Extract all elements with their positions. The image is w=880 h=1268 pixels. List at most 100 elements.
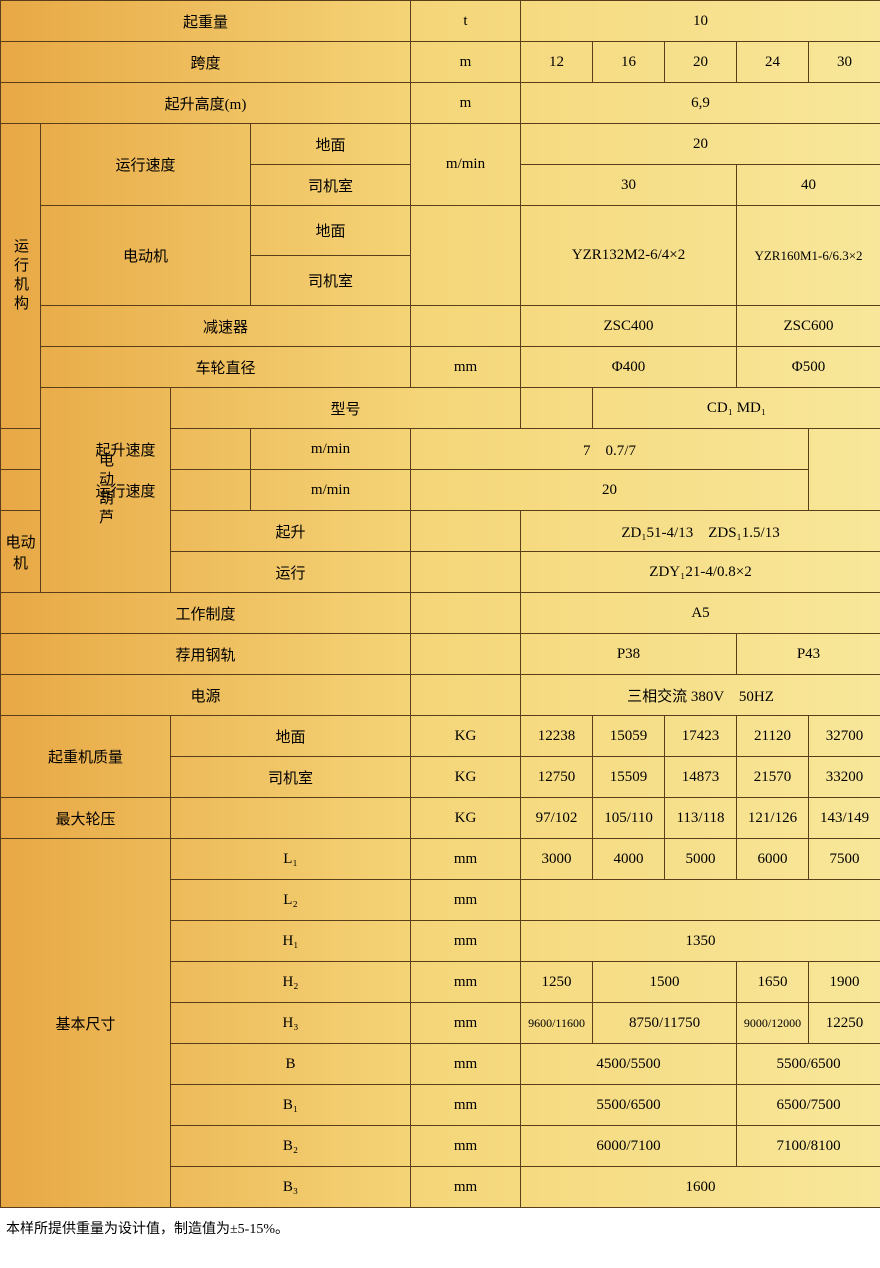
- val-motor-a: YZR132M2-6/4×2: [521, 206, 737, 306]
- row-rail: 荐用钢轨: [1, 634, 411, 675]
- dim-H3: H₃: [171, 1003, 411, 1044]
- row-travel-speed: 运行速度: [41, 124, 251, 206]
- blank-lift-unit: [411, 511, 521, 552]
- sub-cab2: 司机室: [251, 256, 411, 306]
- L2-blank: [521, 880, 880, 921]
- row-capacity-label: 起重量: [1, 1, 411, 42]
- span-2: 20: [665, 42, 737, 83]
- blank-reducer-unit: [411, 306, 521, 347]
- section-dims: 基本尺寸: [1, 839, 171, 1208]
- dim-H1: H₁: [171, 921, 411, 962]
- val-reducer-b: ZSC600: [737, 306, 880, 347]
- B2-b: 7100/8100: [737, 1126, 880, 1167]
- dim-B2: B₂: [171, 1126, 411, 1167]
- L1-2: 5000: [665, 839, 737, 880]
- unit-mpm2: m/min: [251, 429, 411, 470]
- unit-mm-H1: mm: [411, 921, 521, 962]
- val-speed-cab-a: 30: [521, 165, 737, 206]
- row-reducer: 减速器: [41, 306, 411, 347]
- row-hoist-motor: 电动机: [1, 511, 41, 593]
- mg-0: 12238: [521, 716, 593, 757]
- val-capacity: 10: [521, 1, 880, 42]
- val-rail-b: P43: [737, 634, 880, 675]
- val-B3: 1600: [521, 1167, 880, 1208]
- row-wheel-dia: 车轮直径: [41, 347, 411, 388]
- unit-kg3: KG: [411, 798, 521, 839]
- mc-0: 12750: [521, 757, 593, 798]
- mg-1: 15059: [593, 716, 665, 757]
- wl-2: 113/118: [665, 798, 737, 839]
- blank-model-unit: [521, 388, 593, 429]
- row-hoist-liftspeed: 起升速度: [1, 429, 251, 470]
- dim-B: B: [171, 1044, 411, 1085]
- sub-lift: 起升: [171, 511, 411, 552]
- val-wheel-a: Φ400: [521, 347, 737, 388]
- val-hoist-model: CD₁ MD₁: [593, 388, 880, 429]
- val-speed-cab-b: 40: [737, 165, 880, 206]
- mg-2: 17423: [665, 716, 737, 757]
- row-motor: 电动机: [41, 206, 251, 306]
- unit-mm-L2: mm: [411, 880, 521, 921]
- unit-mm-H2: mm: [411, 962, 521, 1003]
- blank-travel-unit: [411, 552, 521, 593]
- sub-travel: 运行: [171, 552, 411, 593]
- row-hoist-travelspeed: 运行速度: [1, 470, 251, 511]
- sub-cab3: 司机室: [171, 757, 411, 798]
- span-0: 12: [521, 42, 593, 83]
- row-power: 电源: [1, 675, 411, 716]
- val-speed-ground: 20: [521, 124, 880, 165]
- row-hoist-model: 型号: [171, 388, 521, 429]
- row-max-wheel-load: 最大轮压: [1, 798, 171, 839]
- blank-motor-unit: [411, 206, 521, 306]
- val-H1: 1350: [521, 921, 880, 962]
- mc-1: 15509: [593, 757, 665, 798]
- wl-3: 121/126: [737, 798, 809, 839]
- sub-ground3: 地面: [171, 716, 411, 757]
- H2-0: 1250: [521, 962, 593, 1003]
- unit-kg2: KG: [411, 757, 521, 798]
- sub-ground: 地面: [251, 124, 411, 165]
- dim-B1: B₁: [171, 1085, 411, 1126]
- L1-1: 4000: [593, 839, 665, 880]
- L1-0: 3000: [521, 839, 593, 880]
- H2-3: 1900: [809, 962, 880, 1003]
- unit-mm-B: mm: [411, 1044, 521, 1085]
- span-4: 30: [809, 42, 880, 83]
- blank-power-unit: [411, 675, 521, 716]
- val-hoist-travelspeed: 20: [411, 470, 809, 511]
- mg-4: 32700: [809, 716, 880, 757]
- val-motor-b: YZR160M1-6/6.3×2: [737, 206, 880, 306]
- dim-L2: L₂: [171, 880, 411, 921]
- B1-a: 5500/6500: [521, 1085, 737, 1126]
- unit-mm-H3: mm: [411, 1003, 521, 1044]
- val-hoist-motor-lift: ZD₁51-4/13 ZDS₁1.5/13: [521, 511, 880, 552]
- H2-1: 1500: [593, 962, 737, 1003]
- mc-2: 14873: [665, 757, 737, 798]
- unit-mm-L1: mm: [411, 839, 521, 880]
- spec-table: 起重量 t 10 跨度 m 12 16 20 24 30 起升高度(m) m 6…: [0, 0, 880, 1208]
- val-wheel-b: Φ500: [737, 347, 880, 388]
- mc-3: 21570: [737, 757, 809, 798]
- unit-m2: m: [411, 83, 521, 124]
- wl-0: 97/102: [521, 798, 593, 839]
- val-reducer-a: ZSC400: [521, 306, 737, 347]
- val-hoist-motor-travel: ZDY₁21-4/0.8×2: [521, 552, 880, 593]
- row-liftheight-label: 起升高度(m): [1, 83, 411, 124]
- row-span-label: 跨度: [1, 42, 411, 83]
- section-travel-mech: 运行机构: [1, 124, 41, 429]
- B2-a: 6000/7100: [521, 1126, 737, 1167]
- unit-m: m: [411, 42, 521, 83]
- dim-H2: H₂: [171, 962, 411, 1003]
- dim-B3: B₃: [171, 1167, 411, 1208]
- H3-0: 9600/11600: [521, 1003, 593, 1044]
- H3-1: 8750/11750: [593, 1003, 737, 1044]
- unit-mpm: m/min: [411, 124, 521, 206]
- val-hoist-liftspeed: 7 0.7/7: [411, 429, 809, 470]
- H3-2: 9000/12000: [737, 1003, 809, 1044]
- val-liftheight: 6,9: [521, 83, 880, 124]
- sub-cab: 司机室: [251, 165, 411, 206]
- val-rail-a: P38: [521, 634, 737, 675]
- spec-sheet: 起重量 t 10 跨度 m 12 16 20 24 30 起升高度(m) m 6…: [0, 0, 880, 1208]
- B1-b: 6500/7500: [737, 1085, 880, 1126]
- blank-duty-unit: [411, 593, 521, 634]
